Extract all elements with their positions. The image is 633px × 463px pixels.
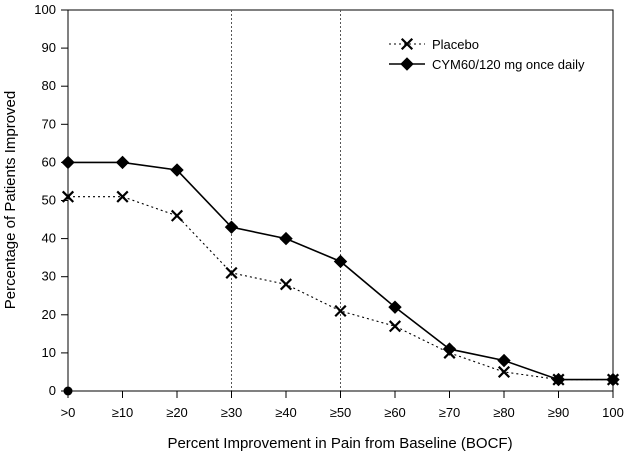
y-tick-label: 0 (49, 383, 56, 398)
x-tick-label: ≥30 (221, 405, 243, 420)
data-point-placebo (116, 190, 129, 203)
x-tick-label: >0 (61, 405, 76, 420)
x-tick-label: ≥40 (275, 405, 297, 420)
data-point-placebo (400, 37, 414, 51)
data-point-cym (551, 372, 566, 387)
x-tick-label: ≥60 (384, 405, 406, 420)
y-tick-label: 50 (42, 193, 56, 208)
y-tick-label: 10 (42, 345, 56, 360)
y-axis-ticks-group: 0 10 20 30 40 50 60 70 80 90 100 (34, 2, 68, 398)
x-axis-title: Percent Improvement in Pain from Baselin… (167, 435, 512, 452)
data-point-cym (442, 342, 457, 356)
data-point-cym (224, 220, 239, 234)
data-point-cym (115, 155, 130, 170)
y-axis-title: Percentage of Patients Improved (2, 91, 19, 309)
y-tick-label: 20 (42, 307, 56, 322)
x-tick-label: ≥50 (330, 405, 352, 420)
x-tick-label: ≥80 (493, 405, 515, 420)
y-tick-label: 80 (42, 78, 56, 93)
legend-item-placebo: Placebo (389, 37, 479, 52)
data-point-cym (333, 254, 348, 269)
y-tick-label: 100 (34, 2, 56, 17)
legend-item-cym: CYM60/120 mg once daily (389, 57, 585, 72)
data-point-placebo (225, 266, 238, 279)
data-point-cym (170, 163, 184, 177)
series-layer (61, 155, 620, 396)
data-point-cym (388, 300, 402, 314)
data-point-placebo (388, 320, 402, 333)
y-tick-label: 90 (42, 40, 56, 55)
x-tick-label: ≥90 (548, 405, 570, 420)
data-point-cym (279, 231, 293, 246)
data-point-placebo (334, 304, 347, 318)
x-tick-label: ≥70 (439, 405, 461, 420)
legend: Placebo CYM60/120 mg once daily (389, 37, 585, 72)
data-point-cym (497, 353, 511, 368)
data-point-cym (61, 155, 75, 170)
legend-label: CYM60/120 mg once daily (432, 57, 585, 72)
legend-label: Placebo (432, 37, 479, 52)
data-point-cym (606, 372, 620, 387)
y-tick-label: 70 (42, 116, 56, 131)
x-tick-label: ≥20 (166, 405, 188, 420)
x-axis-ticks-group: >0 ≥10 ≥20 ≥30 ≥40 ≥50 ≥60 ≥70 ≥80 ≥90 100 (61, 391, 624, 420)
data-point-cym (400, 57, 414, 71)
y-tick-label: 30 (42, 269, 56, 284)
x-tick-label: ≥10 (112, 405, 134, 420)
y-tick-label: 60 (42, 154, 56, 169)
y-tick-label: 40 (42, 231, 56, 246)
placebo-line (68, 196, 613, 381)
data-point-placebo (61, 190, 75, 203)
series-cym (61, 155, 620, 387)
data-point-placebo (497, 365, 511, 379)
data-point-placebo (170, 209, 184, 222)
x-tick-label: 100 (602, 405, 624, 420)
data-point-extra (63, 386, 73, 396)
data-point-placebo (279, 278, 293, 291)
reference-lines-group (231, 10, 341, 391)
